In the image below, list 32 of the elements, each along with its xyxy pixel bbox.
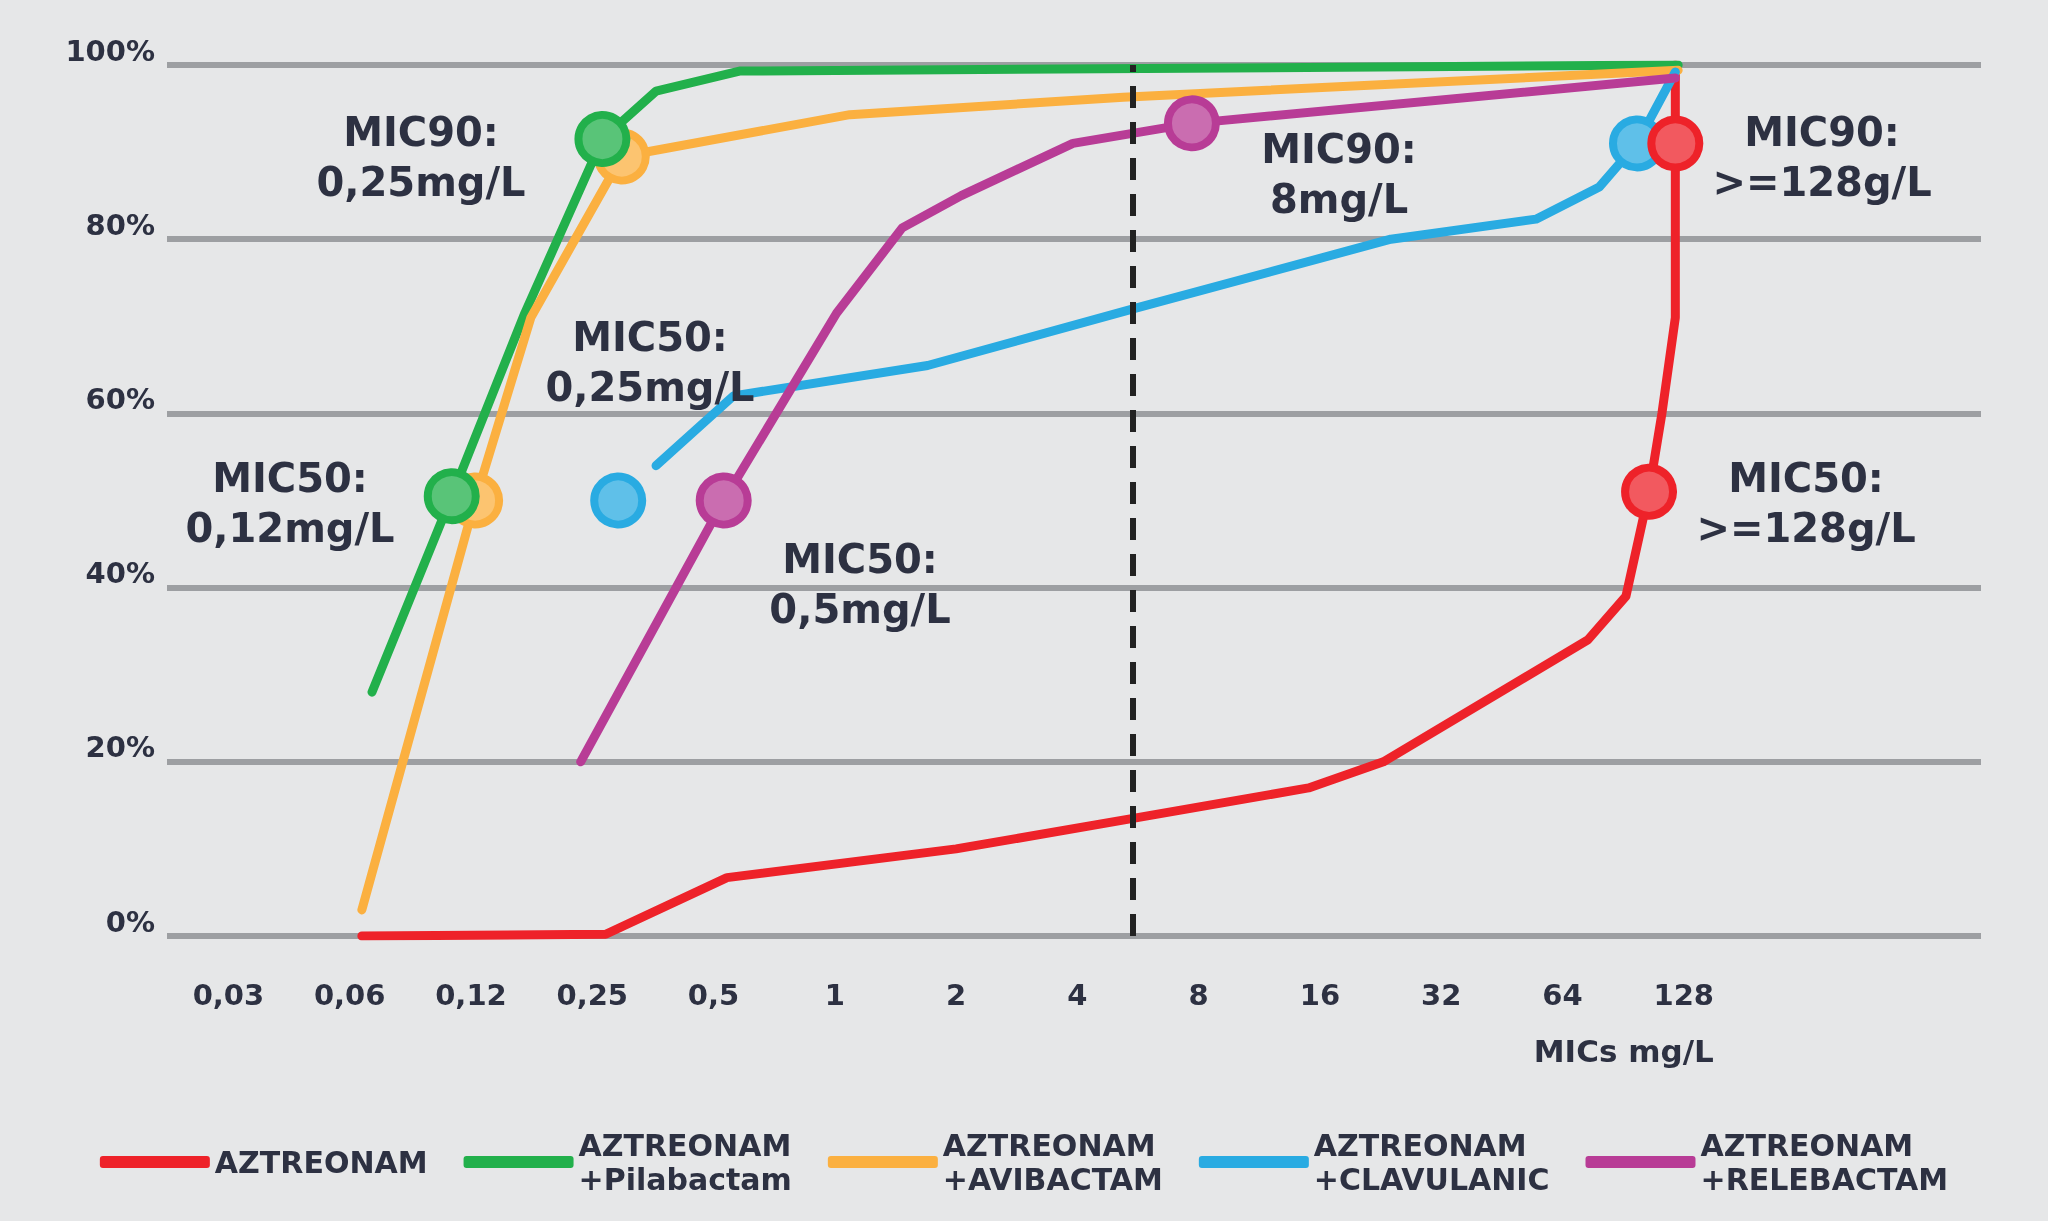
x-axis-title: MICs mg/L bbox=[1533, 1033, 1714, 1069]
y-tick-label: 0% bbox=[105, 904, 155, 939]
y-tick-label: 60% bbox=[85, 381, 155, 416]
x-tick-label: 0,25 bbox=[556, 977, 629, 1012]
annotation: MIC90: 8mg/L bbox=[1261, 126, 1417, 222]
annotation: MIC50: 0,5mg/L bbox=[769, 536, 951, 632]
x-tick-label: 8 bbox=[1188, 977, 1209, 1012]
annotation: MIC50: 0,12mg/L bbox=[185, 455, 395, 551]
annotation: MIC50: 0,25mg/L bbox=[545, 314, 755, 410]
legend-label: AZTREONAM +AVIBACTAM bbox=[942, 1127, 1163, 1197]
legend-label: AZTREONAM +Pilabactam bbox=[578, 1127, 792, 1197]
x-tick-label: 4 bbox=[1067, 977, 1088, 1012]
annotation: MIC50: >=128g/L bbox=[1696, 455, 1916, 551]
x-tick-label: 0,06 bbox=[313, 977, 386, 1012]
annotation: MIC90: 0,25mg/L bbox=[316, 109, 526, 205]
annotation: MIC90: >=128g/L bbox=[1712, 109, 1932, 205]
legend-label: AZTREONAM +CLAVULANIC bbox=[1313, 1127, 1550, 1197]
x-tick-label: 0,5 bbox=[687, 977, 740, 1012]
x-tick-label: 0,12 bbox=[435, 977, 507, 1012]
y-tick-label: 80% bbox=[85, 207, 155, 242]
y-tick-label: 100% bbox=[65, 33, 155, 68]
x-tick-label: 0,03 bbox=[192, 977, 265, 1012]
x-tick-label: 2 bbox=[945, 977, 967, 1012]
x-tick-label: 128 bbox=[1653, 977, 1714, 1012]
y-tick-label: 20% bbox=[85, 730, 155, 765]
x-tick-label: 64 bbox=[1542, 977, 1583, 1012]
x-tick-label: 16 bbox=[1299, 977, 1341, 1012]
x-tick-label: 1 bbox=[824, 977, 845, 1012]
y-tick-label: 40% bbox=[85, 556, 155, 591]
legend-label: AZTREONAM bbox=[214, 1144, 428, 1180]
x-tick-label: 32 bbox=[1420, 977, 1462, 1012]
legend-label: AZTREONAM +RELEBACTAM bbox=[1700, 1127, 1949, 1197]
